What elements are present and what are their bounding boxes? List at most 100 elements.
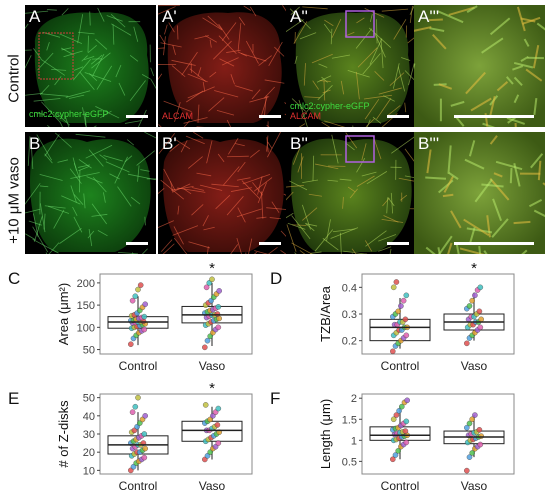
category-label: Control (381, 359, 420, 373)
data-point (142, 431, 147, 436)
data-point (403, 317, 408, 322)
data-point (479, 434, 484, 439)
data-point (133, 404, 138, 409)
data-point (216, 406, 221, 411)
y-tick-label: 0.2 (342, 336, 357, 348)
data-point (404, 419, 409, 424)
significance-marker: * (209, 382, 215, 397)
image-panel-bppp: B''' (414, 132, 545, 254)
data-point (215, 422, 220, 427)
data-point (390, 349, 395, 354)
row-label-control: Control (6, 49, 23, 109)
data-point (138, 283, 143, 288)
data-point (464, 468, 469, 473)
category-label: Vaso (199, 359, 226, 373)
plot-letter: F (270, 389, 280, 408)
data-point (401, 298, 406, 303)
plot-letter: D (270, 269, 282, 288)
data-point (477, 309, 482, 314)
y-axis-label: Length (μm) (318, 399, 333, 469)
y-tick-label: 1 (351, 435, 357, 447)
data-point (142, 314, 147, 319)
image-panel-b: B (25, 132, 156, 254)
data-point (216, 440, 221, 445)
image-panel-appp: A''' (414, 5, 545, 127)
y-tick-label: 100 (77, 322, 95, 334)
panel-letter: A (29, 7, 40, 27)
panel-letter: B''' (418, 134, 439, 154)
data-point (470, 298, 475, 303)
plot-letter: C (8, 269, 20, 288)
scale-bar (454, 115, 534, 118)
y-tick-label: 200 (77, 278, 95, 290)
channel-label-green: cmlc2:cypher-eGFP (290, 101, 370, 111)
y-tick-label: 10 (83, 465, 95, 477)
y-tick-label: 50 (83, 345, 95, 357)
data-point (404, 293, 409, 298)
scale-bar (454, 242, 534, 245)
data-point (143, 302, 148, 307)
y-tick-label: 50 (83, 393, 95, 405)
scale-bar (387, 115, 409, 118)
data-point (142, 455, 147, 460)
data-point (133, 294, 138, 299)
micrograph (158, 132, 289, 254)
significance-marker: * (471, 262, 477, 277)
data-point (404, 333, 409, 338)
data-point (472, 412, 477, 417)
data-point (478, 442, 483, 447)
image-panel-bp: B' (158, 132, 289, 254)
data-point (143, 413, 148, 418)
data-point (398, 303, 403, 308)
scale-bar (259, 242, 281, 245)
data-point (479, 317, 484, 322)
panel-letter: B (29, 134, 40, 154)
data-point (142, 327, 147, 332)
data-point (217, 288, 222, 293)
data-point (405, 398, 410, 403)
data-point (202, 345, 207, 350)
panel-letter: B'' (290, 134, 308, 154)
y-tick-label: 2 (351, 393, 357, 405)
y-tick-label: 40 (83, 411, 95, 423)
data-point (403, 428, 408, 433)
scale-bar (126, 242, 148, 245)
image-panel-bpp: B'' (286, 132, 417, 254)
data-point (467, 303, 472, 308)
data-point (209, 277, 214, 282)
category-label: Control (381, 479, 420, 493)
plot-letter: E (8, 389, 19, 408)
data-point (216, 325, 221, 330)
y-tick-label: 0.5 (342, 456, 357, 468)
data-point (478, 285, 483, 290)
y-tick-label: 0.4 (342, 282, 357, 294)
panel-letter: B' (162, 134, 177, 154)
data-point (404, 440, 409, 445)
data-point (477, 427, 482, 432)
data-point (215, 311, 220, 316)
category-label: Control (119, 359, 158, 373)
category-label: Vaso (461, 479, 488, 493)
micrograph (25, 132, 156, 254)
channel-label-green: cmlc2:cypher-eGFP (29, 109, 109, 119)
category-label: Control (119, 479, 158, 493)
panel-letter: A''' (418, 7, 439, 27)
data-point (135, 395, 140, 400)
scale-bar (387, 242, 409, 245)
scale-bar (126, 115, 148, 118)
category-label: Vaso (461, 359, 488, 373)
y-axis-label: Area (μm²) (56, 283, 71, 345)
micrograph (158, 5, 289, 127)
data-point (478, 325, 483, 330)
panel-letter: A' (162, 7, 177, 27)
data-point (128, 342, 133, 347)
data-point (472, 293, 477, 298)
y-axis-label: # of Z-disks (56, 400, 71, 468)
y-tick-label: 1.5 (342, 414, 357, 426)
data-point (130, 410, 135, 415)
data-point (216, 304, 221, 309)
data-point (394, 279, 399, 284)
